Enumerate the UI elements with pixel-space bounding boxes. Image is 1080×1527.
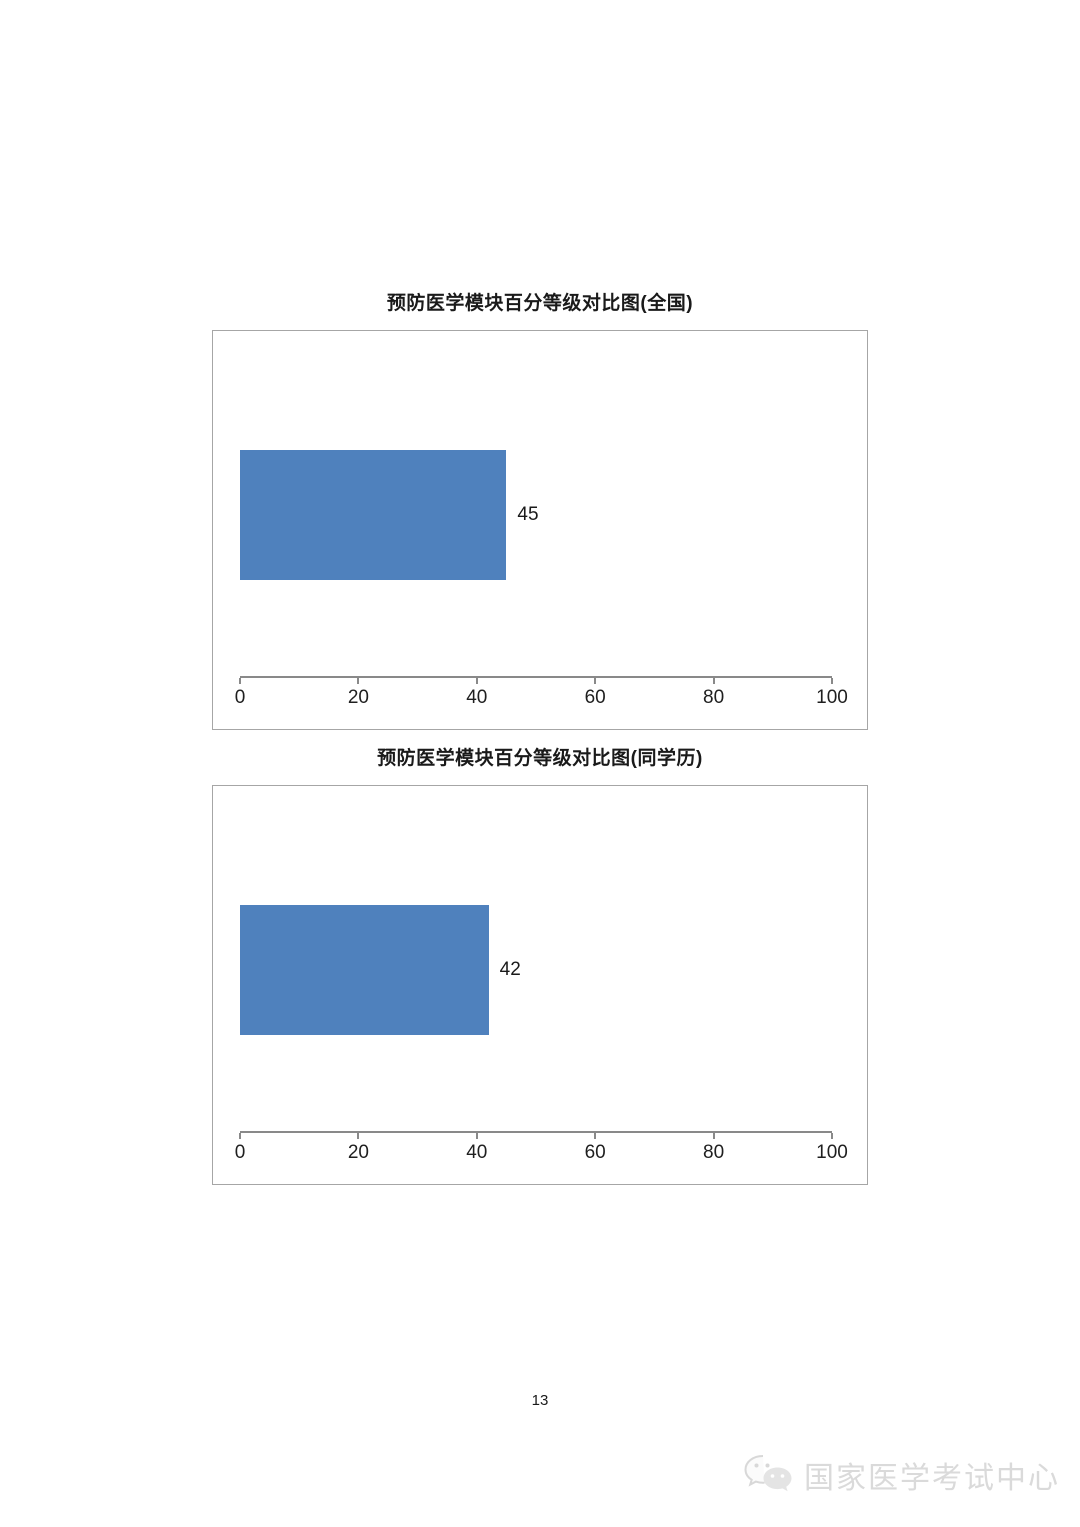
x-axis-tick-label: 20 xyxy=(347,1142,369,1163)
x-axis: 0 20 40 60 80 100 xyxy=(235,676,848,708)
x-axis-tick-label: 100 xyxy=(816,1142,848,1163)
bar-value-label: 45 xyxy=(517,504,539,525)
plot-region: 45 0 20 40 60 80 100 xyxy=(235,331,848,729)
x-axis-tick xyxy=(357,678,360,684)
x-axis-tick-label: 100 xyxy=(816,687,848,708)
chart-title-national: 预防医学模块百分等级对比图(全国) xyxy=(386,293,694,314)
x-axis-tick-label: 60 xyxy=(584,1142,606,1163)
plot-region: 42 0 20 40 60 80 100 xyxy=(235,786,848,1184)
page-number: 13 xyxy=(531,1392,549,1409)
chart-same-degree: 预防医学模块百分等级对比图(同学历) 42 0 20 40 60 80 100 xyxy=(212,746,868,1185)
x-axis-tick-label: 0 xyxy=(234,687,246,708)
x-axis-tick xyxy=(831,678,833,684)
x-axis-tick-label: 60 xyxy=(584,687,606,708)
x-axis-tick xyxy=(712,678,715,684)
watermark-text: 国家医学考试中心 xyxy=(804,1462,1060,1495)
x-axis-tick xyxy=(594,1133,597,1139)
chart-plot-area-same-degree: 42 0 20 40 60 80 100 xyxy=(212,785,868,1185)
x-axis-tick xyxy=(239,678,241,684)
chart-national: 预防医学模块百分等级对比图(全国) 45 0 20 40 60 80 100 xyxy=(212,0,868,730)
x-axis-tick-label: 0 xyxy=(234,1142,246,1163)
x-axis-tick xyxy=(712,1133,715,1139)
percentile-bar xyxy=(240,450,507,580)
percentile-bar xyxy=(240,905,489,1035)
x-axis-tick xyxy=(594,678,597,684)
x-axis-tick xyxy=(831,1133,833,1139)
wechat-icon xyxy=(744,1455,792,1492)
bar-value-label: 42 xyxy=(499,959,521,980)
x-axis-tick xyxy=(357,1133,360,1139)
x-axis-tick-label: 40 xyxy=(466,687,488,708)
x-axis-tick-label: 20 xyxy=(347,687,369,708)
x-axis-tick xyxy=(239,1133,241,1139)
x-axis-tick-label: 80 xyxy=(703,1142,725,1163)
watermark: 国家医学考试中心 xyxy=(742,1452,1060,1498)
x-axis: 0 20 40 60 80 100 xyxy=(235,1131,848,1163)
x-axis-tick-label: 40 xyxy=(466,1142,488,1163)
chart-plot-area-national: 45 0 20 40 60 80 100 xyxy=(212,330,868,730)
chart-title-same-degree: 预防医学模块百分等级对比图(同学历) xyxy=(377,748,703,769)
x-axis-tick xyxy=(475,1133,478,1139)
x-axis-tick-label: 80 xyxy=(703,687,725,708)
x-axis-tick xyxy=(475,678,478,684)
